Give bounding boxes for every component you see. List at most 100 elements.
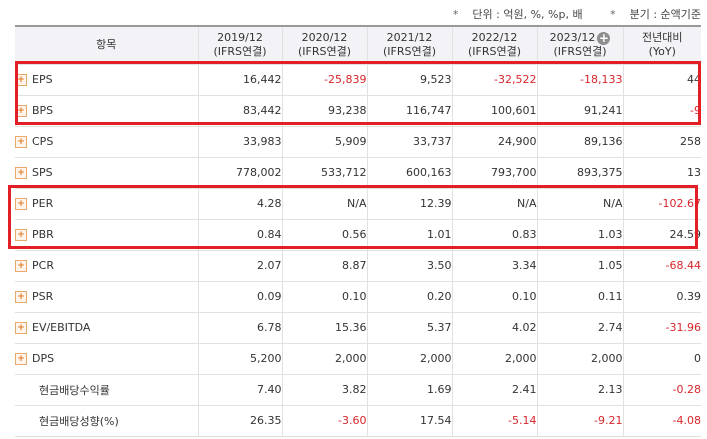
cell-yoy: -4.08 — [622, 405, 701, 437]
cell-2020: 533,712 — [281, 157, 367, 189]
cell-2022: -32,522 — [451, 64, 537, 96]
expand-plus-icon[interactable]: + — [15, 198, 27, 210]
cell-2023: 893,375 — [536, 157, 623, 189]
cell-2020: 2,000 — [281, 343, 367, 375]
header-col-yoy: 전년대비 (YoY) — [622, 25, 701, 65]
cell-2021: 0.20 — [366, 281, 452, 313]
cell-yoy: 0 — [622, 343, 701, 375]
cell-2021: 3.50 — [366, 250, 452, 282]
table-row: 현금배당수익률 7.40 3.82 1.69 2.41 2.13 -0.28 — [15, 374, 701, 406]
unit-note: * 단위 : 억원, %, %p, 배 — [452, 8, 583, 21]
row-label[interactable]: + PER — [15, 188, 198, 220]
cell-2023: -18,133 — [536, 64, 623, 96]
table-row: + PER 4.28 N/A 12.39 N/A N/A -102.67 — [15, 188, 701, 220]
expand-plus-icon[interactable]: + — [15, 229, 27, 241]
cell-yoy: -0.28 — [622, 374, 701, 406]
cell-2022: 3.34 — [451, 250, 537, 282]
cell-2021: 1.69 — [366, 374, 452, 406]
cell-2019: 16,442 — [197, 64, 282, 96]
cell-2023: -9.21 — [536, 405, 623, 437]
expand-plus-icon[interactable]: + — [15, 136, 27, 148]
table-header-row: 항목 2019/12 (IFRS연결) 2020/12 (IFRS연결) 2021/… — [15, 25, 701, 65]
cell-2022: 793,700 — [451, 157, 537, 189]
expand-plus-icon[interactable]: + — [15, 105, 27, 117]
cell-2020: 8.87 — [281, 250, 367, 282]
cell-2023: 2.74 — [536, 312, 623, 344]
period-note: * 분기 : 순액기준 — [610, 8, 701, 21]
header-col-2019: 2019/12 (IFRS연결) — [197, 25, 282, 65]
cell-2021: 2,000 — [366, 343, 452, 375]
row-label-text: PBR — [32, 228, 54, 241]
expand-plus-icon[interactable]: + — [15, 260, 27, 272]
cell-2019: 33,983 — [197, 126, 282, 158]
cell-2021: 9,523 — [366, 64, 452, 96]
cell-2021: 1.01 — [366, 219, 452, 251]
cell-yoy: -31.96 — [622, 312, 701, 344]
row-label-text: CPS — [32, 135, 54, 148]
cell-2020: N/A — [281, 188, 367, 220]
row-label-text: 현금배당수익률 — [39, 383, 110, 397]
row-label-text: 현금배당성향(%) — [39, 414, 119, 428]
row-label[interactable]: + DPS — [15, 343, 198, 375]
row-label-text: BPS — [32, 104, 54, 117]
cell-2023: N/A — [536, 188, 623, 220]
table-row: + PCR 2.07 8.87 3.50 3.34 1.05 -68.44 — [15, 250, 701, 282]
table-row: + BPS 83,442 93,238 116,747 100,601 91,241 -9 — [15, 95, 701, 127]
cell-2020: 93,238 — [281, 95, 367, 127]
table-row: + EPS 16,442 -25,839 9,523 -32,522 -18,133 44 — [15, 64, 701, 96]
cell-2019: 778,002 — [197, 157, 282, 189]
cell-2022: 0.83 — [451, 219, 537, 251]
row-label[interactable]: + PCR — [15, 250, 198, 282]
row-label[interactable]: + CPS — [15, 126, 198, 158]
table-row: + PBR 0.84 0.56 1.01 0.83 1.03 24.59 — [15, 219, 701, 251]
cell-2021: 116,747 — [366, 95, 452, 127]
cell-yoy: -102.67 — [622, 188, 701, 220]
cell-2023: 89,136 — [536, 126, 623, 158]
row-label[interactable]: + PSR — [15, 281, 198, 313]
row-label[interactable]: + EV/EBITDA — [15, 312, 198, 344]
cell-2021: 17.54 — [366, 405, 452, 437]
cell-yoy: -9 — [622, 95, 701, 127]
cell-yoy: 13 — [622, 157, 701, 189]
cell-2021: 12.39 — [366, 188, 452, 220]
cell-2023: 1.05 — [536, 250, 623, 282]
cell-2023: 2.13 — [536, 374, 623, 406]
cell-2020: -3.60 — [281, 405, 367, 437]
row-label: 현금배당수익률 — [15, 374, 198, 406]
cell-2019: 4.28 — [197, 188, 282, 220]
cell-2020: 5,909 — [281, 126, 367, 158]
cell-2019: 2.07 — [197, 250, 282, 282]
row-label[interactable]: + BPS — [15, 95, 198, 127]
cell-2022: 24,900 — [451, 126, 537, 158]
row-label-text: PSR — [32, 290, 54, 303]
row-label[interactable]: + PBR — [15, 219, 198, 251]
cell-2020: 0.56 — [281, 219, 367, 251]
cell-2019: 5,200 — [197, 343, 282, 375]
header-col-2022: 2022/12 (IFRS연결) — [451, 25, 537, 65]
row-label[interactable]: + SPS — [15, 157, 198, 189]
expand-columns-icon[interactable]: + — [597, 30, 611, 45]
cell-2021: 600,163 — [366, 157, 452, 189]
cell-2022: -5.14 — [451, 405, 537, 437]
cell-yoy: 0.39 — [622, 281, 701, 313]
expand-plus-icon[interactable]: + — [15, 322, 27, 334]
row-label[interactable]: + EPS — [15, 64, 198, 96]
cell-2019: 0.09 — [197, 281, 282, 313]
table-row: + CPS 33,983 5,909 33,737 24,900 89,136 258 — [15, 126, 701, 158]
expand-plus-icon[interactable]: + — [15, 291, 27, 303]
cell-2019: 6.78 — [197, 312, 282, 344]
cell-2020: -25,839 — [281, 64, 367, 96]
cell-yoy: 44 — [622, 64, 701, 96]
cell-2021: 33,737 — [366, 126, 452, 158]
row-label-text: SPS — [32, 166, 53, 179]
expand-plus-icon[interactable]: + — [15, 167, 27, 179]
expand-plus-icon[interactable]: + — [15, 353, 27, 365]
cell-2022: 100,601 — [451, 95, 537, 127]
expand-plus-icon[interactable]: + — [15, 74, 27, 86]
cell-2019: 26.35 — [197, 405, 282, 437]
cell-yoy: 24.59 — [622, 219, 701, 251]
cell-2022: 0.10 — [451, 281, 537, 313]
header-col-2023: 2023/12 + (IFRS연결) — [536, 25, 623, 65]
cell-yoy: 258 — [622, 126, 701, 158]
financial-ratio-table: 항목 2019/12 (IFRS연결) 2020/12 (IFRS연결) 2021/… — [15, 25, 701, 437]
